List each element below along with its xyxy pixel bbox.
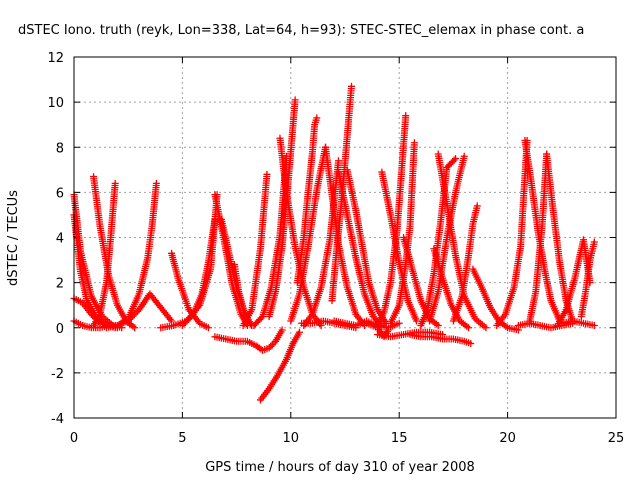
series-arc <box>493 136 531 329</box>
series-arc <box>406 331 475 348</box>
data-point <box>268 341 276 349</box>
data-point <box>127 314 135 322</box>
data-point <box>180 320 188 328</box>
series-arc <box>378 168 421 325</box>
y-tick-label: 4 <box>56 232 64 247</box>
series-arc <box>558 317 598 329</box>
series-arc <box>525 150 551 327</box>
data-point <box>181 318 189 326</box>
data-point <box>473 202 481 210</box>
series-arc <box>239 170 271 329</box>
data-point <box>384 326 392 334</box>
y-tick-label: -2 <box>51 367 64 382</box>
data-point <box>132 309 140 317</box>
series-arc <box>250 152 290 329</box>
data-point <box>204 324 212 332</box>
series-arc <box>374 112 410 329</box>
data-point <box>402 112 410 120</box>
x-axis-label: GPS time / hours of day 310 of year 2008 <box>205 460 475 475</box>
series-arc <box>334 168 386 329</box>
series-arc <box>103 290 176 332</box>
data-point <box>348 82 356 90</box>
data-point <box>460 152 468 160</box>
data-point <box>183 317 191 325</box>
data-point <box>395 319 403 327</box>
data-point <box>178 321 186 329</box>
data-point <box>465 324 473 332</box>
y-tick-label: 8 <box>56 141 64 156</box>
series-arc <box>90 179 119 329</box>
data-point <box>124 317 132 325</box>
data-point <box>467 340 475 348</box>
series-arc <box>168 249 212 332</box>
data-point <box>126 315 134 323</box>
series-arc <box>343 166 390 327</box>
data-point <box>186 313 194 321</box>
plot-frame <box>73 56 617 419</box>
series-arc <box>256 328 303 404</box>
grid-lines <box>74 57 616 418</box>
data-point <box>590 321 598 329</box>
data-point <box>111 179 119 187</box>
data-point <box>482 324 490 332</box>
series-arc <box>426 152 468 325</box>
data-points <box>70 82 598 404</box>
data-point <box>282 152 290 160</box>
series-arc <box>449 202 481 325</box>
y-tick-label: 10 <box>47 96 64 111</box>
series-arc <box>178 215 219 329</box>
data-point <box>291 96 299 104</box>
data-point <box>295 328 303 336</box>
y-tick-label: -4 <box>51 412 64 427</box>
data-point <box>131 324 139 332</box>
x-tick-labels: 0 5 10 15 20 25 <box>70 431 624 446</box>
data-point <box>452 155 460 163</box>
x-tick-label: 5 <box>178 431 186 446</box>
data-point <box>263 170 271 178</box>
y-tick-label: 12 <box>47 51 64 66</box>
x-tick-label: 20 <box>499 431 516 446</box>
y-tick-label: 6 <box>56 186 64 201</box>
chart-title: dSTEC Iono. truth (reyk, Lon=338, Lat=64… <box>18 23 584 38</box>
data-point <box>410 139 418 147</box>
data-point <box>188 312 196 320</box>
data-point <box>450 156 458 164</box>
x-tick-label: 0 <box>70 431 78 446</box>
data-point <box>413 317 421 325</box>
data-point <box>211 215 219 223</box>
series-arc <box>211 326 286 354</box>
x-tick-label: 25 <box>608 431 625 446</box>
series-arc <box>113 179 160 329</box>
data-point <box>185 315 193 323</box>
series-arc <box>469 265 522 334</box>
y-tick-label: 2 <box>56 277 64 292</box>
data-point <box>278 326 286 334</box>
data-point <box>313 114 321 122</box>
series-arc <box>577 238 598 320</box>
data-point <box>152 179 160 187</box>
data-point <box>590 238 598 246</box>
series-arc <box>293 114 321 287</box>
y-tick-label: 0 <box>56 322 64 337</box>
x-tick-label: 10 <box>283 431 300 446</box>
y-axis-label: dSTEC / TECUs <box>6 190 21 286</box>
data-point <box>257 314 265 322</box>
series-arc <box>434 150 490 332</box>
data-point <box>129 312 137 320</box>
x-tick-label: 15 <box>391 431 408 446</box>
data-point <box>334 157 342 165</box>
data-point <box>130 311 138 319</box>
data-point <box>434 321 442 329</box>
series-arc <box>321 143 369 329</box>
series-arc <box>230 261 256 329</box>
y-tick-labels: -4 -2 0 2 4 6 8 10 12 <box>47 51 64 427</box>
